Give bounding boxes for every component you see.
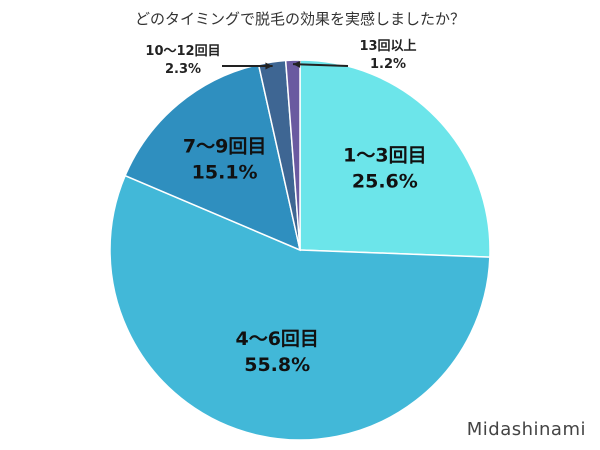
- pie-slice-5: [284, 59, 301, 251]
- slice-label-4: 10〜12回目 2.3%: [145, 44, 220, 77]
- leader-arrow-4: [265, 62, 273, 70]
- slice-category-2: 4〜6回目: [235, 328, 318, 350]
- slice-label-5: 13回以上 1.2%: [359, 39, 416, 72]
- pie-slice-1: [299, 59, 491, 258]
- leader-line-5: [292, 63, 349, 67]
- leader-arrow-5: [292, 60, 301, 68]
- slice-value-3: 15.1%: [192, 161, 258, 183]
- slice-category-3: 7〜9回目: [183, 135, 266, 157]
- slice-value-4: 2.3%: [165, 62, 201, 77]
- slice-label-1: 1〜3回目 25.6%: [343, 144, 426, 192]
- slice-category-1: 1〜3回目: [343, 144, 426, 166]
- slice-value-5: 1.2%: [370, 57, 406, 72]
- chart-title: どのタイミングで脱毛の効果を実感しましたか？: [134, 10, 465, 28]
- slice-category-5: 13回以上: [359, 39, 416, 54]
- pie-slice-3: [124, 63, 302, 252]
- pie-slice-2: [109, 174, 491, 441]
- slice-category-4: 10〜12回目: [145, 44, 220, 59]
- slice-value-1: 25.6%: [352, 170, 418, 192]
- watermark: Midashinami: [466, 419, 586, 440]
- slice-value-2: 55.8%: [244, 354, 310, 376]
- slice-label-2: 4〜6回目 55.8%: [235, 328, 318, 376]
- slice-label-3: 7〜9回目 15.1%: [183, 135, 266, 183]
